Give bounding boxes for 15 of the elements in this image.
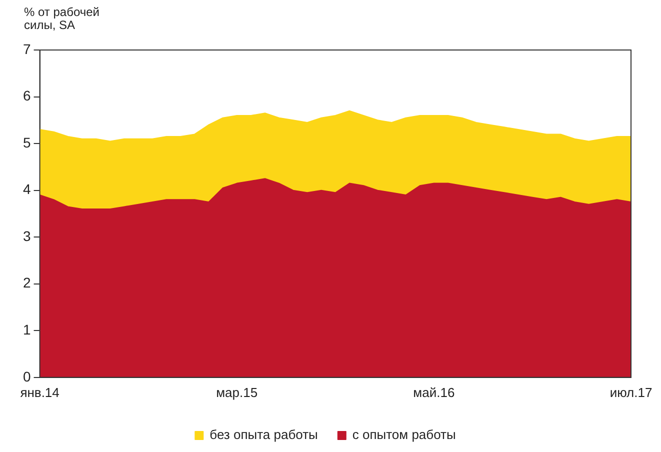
- y-tick-label: 1: [22, 321, 31, 338]
- y-axis-title: % от рабочей силы, SA: [24, 5, 101, 32]
- x-tick-label: май.16: [413, 384, 455, 400]
- y-tick-label: 0: [22, 368, 31, 384]
- x-tick-label: июл.17: [610, 384, 652, 400]
- y-tick-label: 6: [22, 88, 31, 104]
- y-tick-label: 5: [22, 134, 31, 150]
- x-tick-label: янв.14: [20, 384, 60, 400]
- y-tick-label: 2: [22, 274, 31, 291]
- x-tick-label: мар.15: [216, 384, 258, 400]
- y-tick-label: 7: [22, 40, 31, 57]
- y-tick-label: 3: [22, 228, 31, 244]
- legend-label: с опытом работы: [352, 427, 456, 442]
- legend-label: без опыта работы: [210, 427, 318, 442]
- y-tick-label: 4: [22, 181, 31, 198]
